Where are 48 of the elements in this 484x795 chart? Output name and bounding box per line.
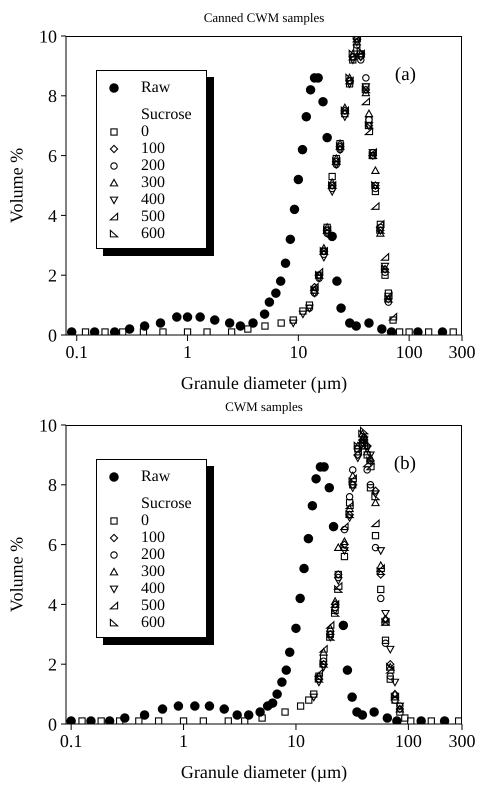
annotation: (b) [394,453,416,475]
legend-title: Sucrose [141,106,192,123]
legend-label: 300 [141,563,165,580]
y-tick-label: 2 [48,654,57,675]
x-axis-title: Granule diameter (µm) [180,373,348,393]
x-tick-label: 300 [448,730,476,751]
legend-label: 600 [141,225,165,242]
legend-label: 400 [141,580,165,597]
y-tick-label: 8 [48,475,57,496]
legend-label: 500 [141,208,165,225]
legend-label: 0 [141,512,149,529]
x-tick-label: 0.1 [65,342,88,362]
x-tick-label: 100 [394,730,422,751]
y-tick-label: 2 [48,266,57,286]
y-tick-label: 0 [48,714,57,734]
legend-label: 300 [141,174,165,191]
x-tick-label: 0.1 [60,730,82,751]
y-tick-label: 0 [48,325,57,346]
x-tick-label: 10 [286,730,305,751]
y-tick-label: 10 [39,415,57,436]
chart-title: CWM samples [224,399,304,415]
y-tick-label: 8 [48,86,57,106]
annotation: (a) [394,64,416,86]
legend-label: 0 [141,123,149,140]
y-axis-title: Volume % [6,536,26,612]
y-tick-label: 4 [48,206,57,226]
chart-title: Canned CWM samples [202,10,326,26]
y-axis-title: Volume % [6,148,26,224]
legend-label: 400 [141,191,165,208]
y-tick-label: 6 [48,534,57,555]
legend-label: 200 [141,157,165,174]
legend-label: 100 [141,140,165,157]
x-axis-title: Granule diameter (µm) [180,762,348,782]
y-tick-label: 4 [48,594,57,615]
x-tick-label: 1 [179,730,188,751]
y-tick-label: 10 [39,26,57,46]
x-tick-label: 10 [289,342,308,362]
x-tick-label: 1 [183,342,192,362]
legend-label: 600 [141,614,165,631]
legend-title: Sucrose [141,495,192,512]
legend-label: 100 [141,529,165,546]
y-tick-label: 6 [48,146,57,166]
x-tick-label: 100 [396,342,423,362]
legend-label: Raw [141,79,170,96]
legend-label: Raw [141,468,170,485]
legend-label: 200 [141,546,165,563]
x-tick-label: 300 [448,342,476,362]
legend-label: 500 [141,597,165,614]
